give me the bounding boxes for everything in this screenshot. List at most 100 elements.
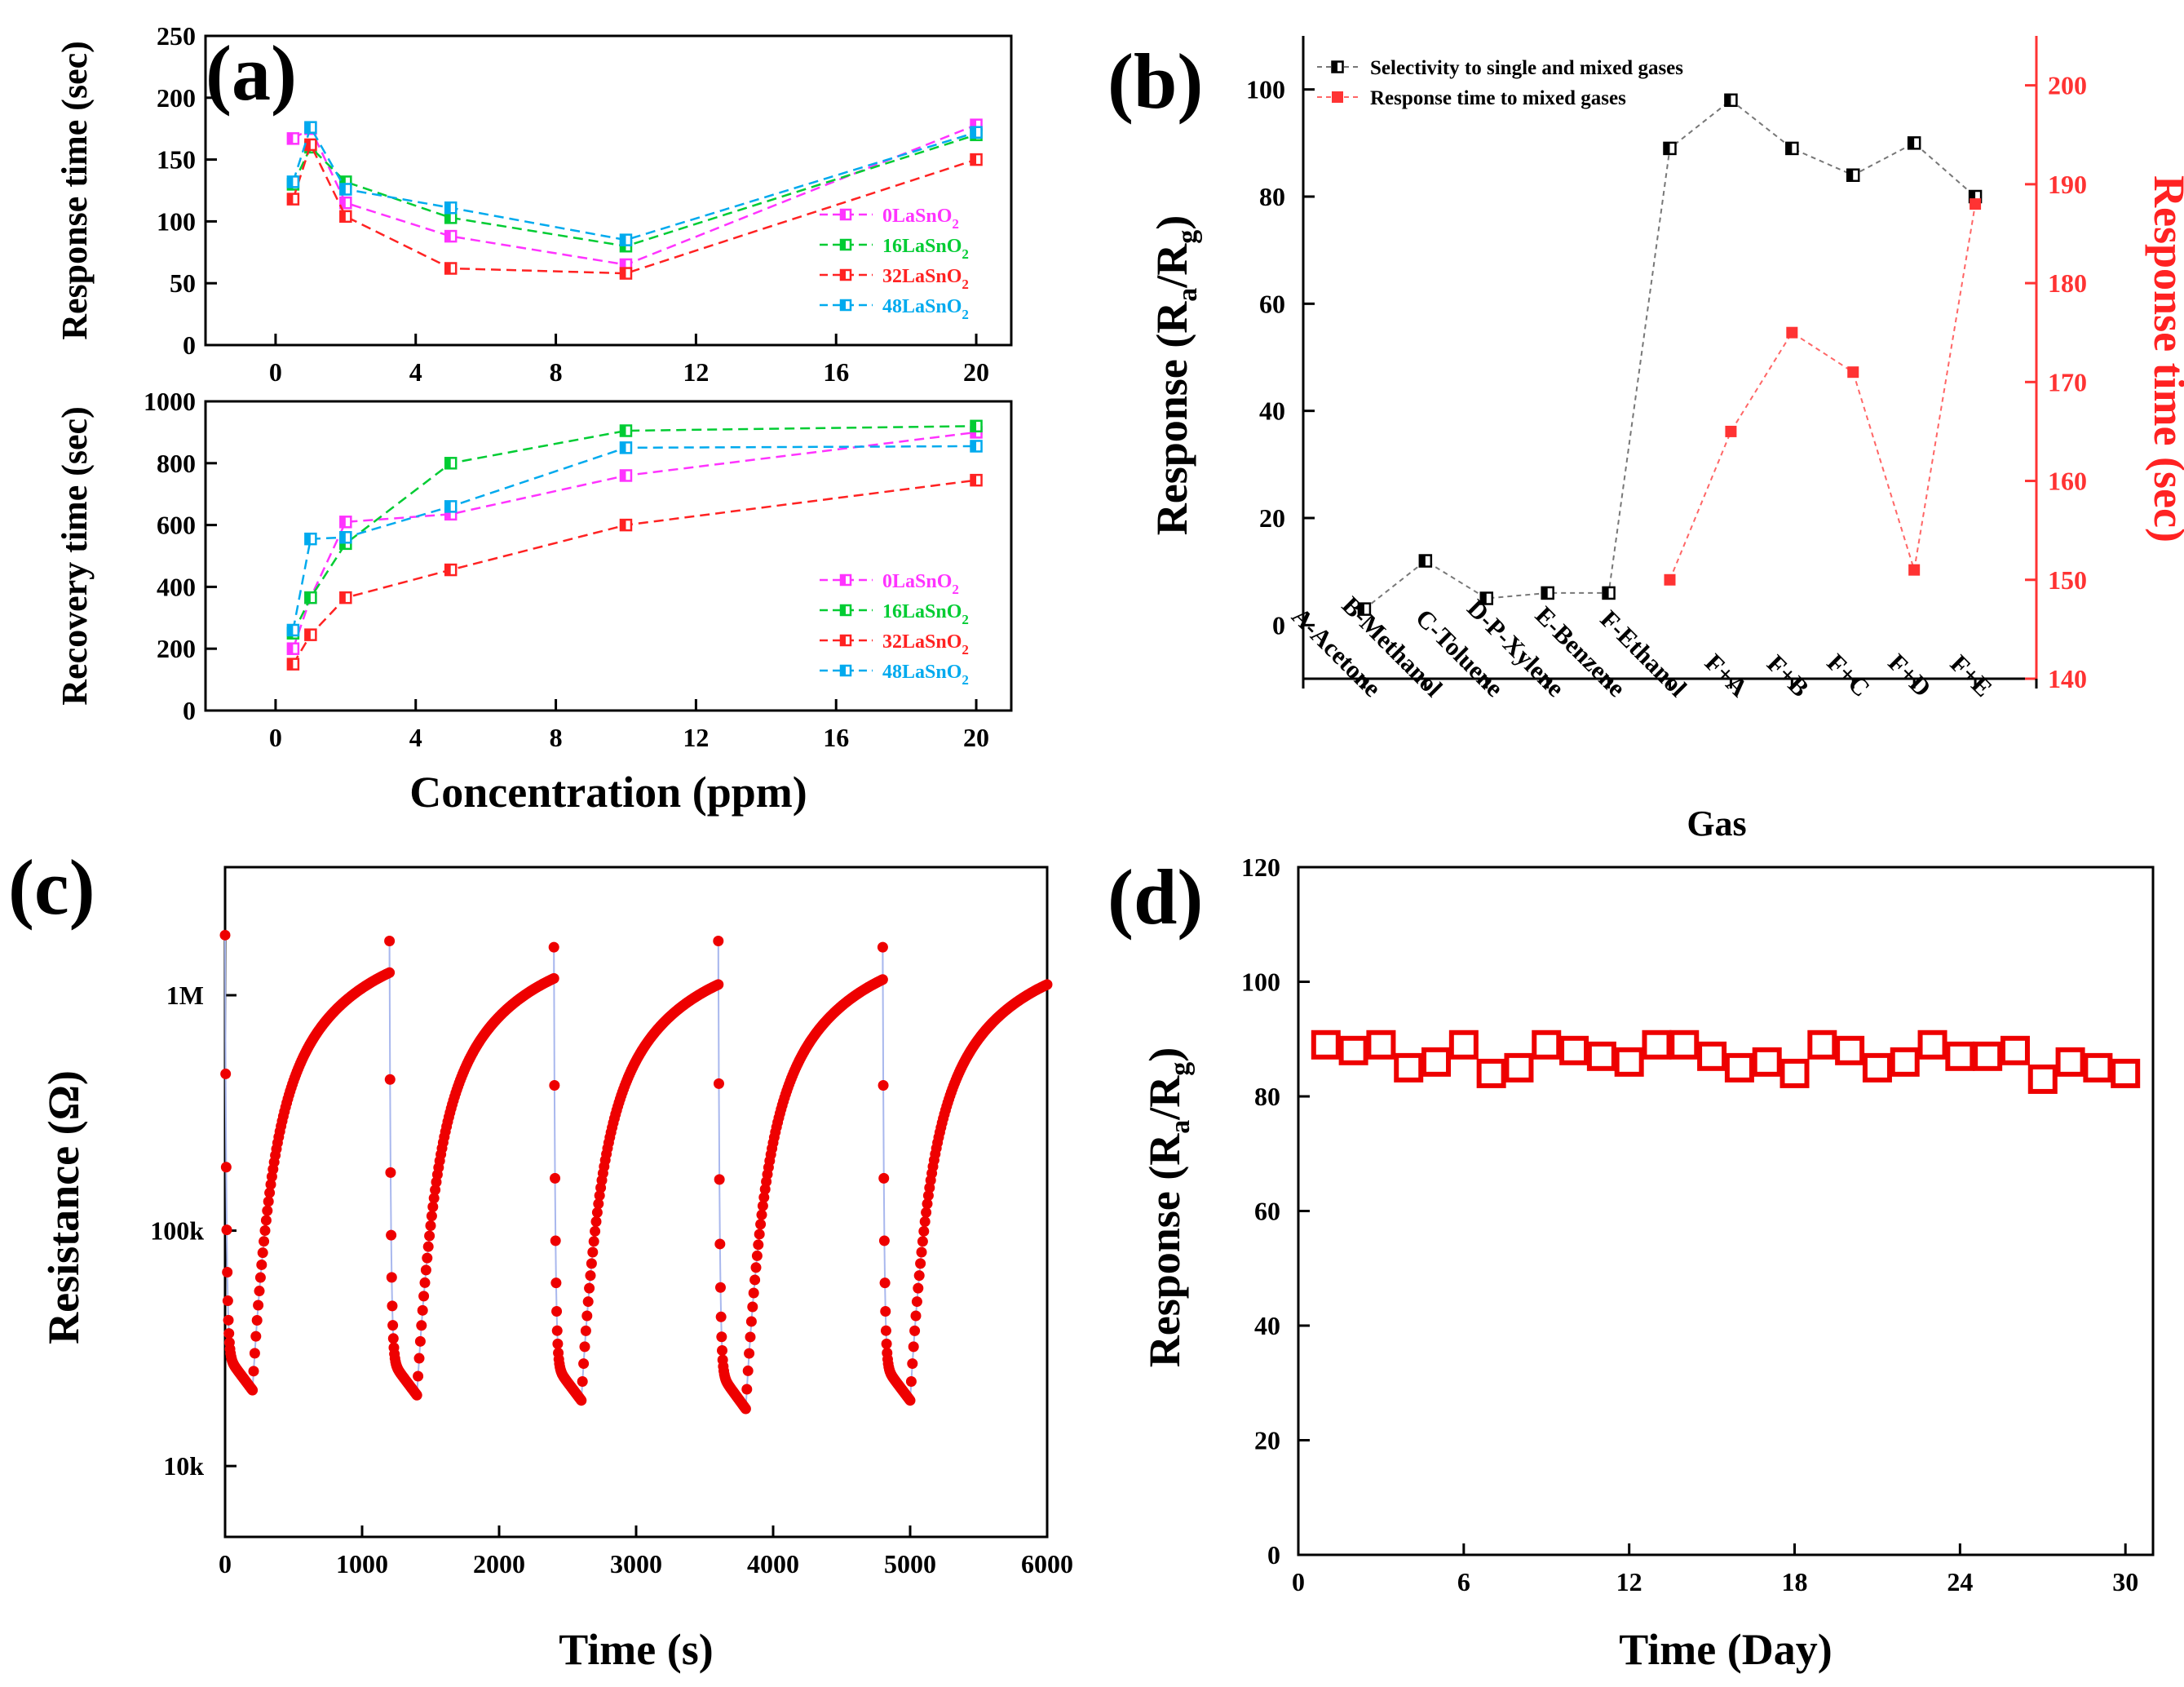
data-point (222, 1266, 233, 1277)
data-point (905, 1375, 917, 1387)
data-point (580, 1325, 591, 1336)
data-point (751, 1250, 763, 1261)
data-point (256, 1259, 267, 1270)
legend-marker-fill (841, 300, 846, 310)
data-point (384, 936, 396, 946)
y-tick-label: 0 (183, 330, 196, 360)
panel-label: (a) (206, 29, 297, 117)
series-line (1669, 203, 1977, 581)
data-point-fill (1908, 137, 1915, 149)
legend-label-subscript: 2 (962, 642, 969, 658)
data-point (1917, 1029, 1947, 1060)
data-point-fill (1358, 603, 1364, 615)
data-point-fill (620, 268, 626, 279)
y2-tick-label: 170 (2048, 367, 2087, 396)
data-point (879, 1277, 891, 1289)
data-point (748, 1287, 759, 1299)
y-tick-label: 100k (150, 1216, 204, 1246)
data-point (747, 1301, 758, 1313)
y-axis-title: Recovery time (sec) (55, 406, 95, 705)
data-point (221, 1224, 232, 1236)
data-point (1697, 1041, 1727, 1071)
y-axis-title-text: ) (1147, 215, 1196, 230)
legend-marker-fill (841, 210, 846, 219)
data-point (1973, 1041, 2003, 1071)
data-point (594, 1190, 605, 1202)
data-point (2000, 1035, 2030, 1065)
data-point (880, 1306, 891, 1317)
legend-label-text: 32LaSnO (882, 266, 962, 287)
legend-label-text: 32LaSnO (882, 631, 962, 653)
data-point-fill (970, 441, 977, 452)
data-point-fill (620, 520, 626, 531)
y-tick-label: 0 (1267, 1540, 1280, 1570)
data-point (223, 1328, 235, 1339)
data-point-fill (340, 516, 346, 528)
data-point (418, 1291, 430, 1302)
data-point (714, 1174, 725, 1185)
data-point (714, 1282, 726, 1293)
x-tick-label: 12 (683, 357, 709, 387)
data-point (387, 1333, 399, 1344)
y2-tick-label: 180 (2048, 268, 2087, 298)
legend-marker-fill (841, 635, 846, 645)
y-axis-title-subscript: g (1173, 230, 1203, 244)
data-point (263, 1196, 274, 1207)
legend-label-text: 16LaSnO (882, 601, 962, 622)
y-axis-title-subscript: a (1173, 288, 1203, 302)
data-point (413, 1370, 424, 1382)
data-point (740, 1403, 751, 1415)
y-tick-label: 200 (157, 634, 196, 663)
y-tick-label: 400 (157, 572, 196, 601)
y-tick-label: 40 (1254, 1311, 1280, 1340)
series-line (292, 142, 977, 275)
plot-frame (204, 34, 1013, 347)
legend-label-subscript: 2 (952, 582, 959, 597)
data-point (877, 974, 888, 985)
data-point (1908, 564, 1921, 576)
y-tick-label: 100 (1241, 967, 1280, 997)
data-point (1586, 1041, 1616, 1071)
legend-marker-fill (1332, 61, 1337, 73)
data-point (551, 1306, 563, 1317)
x-tick-label: 8 (550, 723, 563, 752)
data-point (910, 1310, 922, 1322)
y-tick-label: 200 (157, 83, 196, 113)
data-point (1807, 1029, 1837, 1060)
panel-label: (d) (1107, 853, 1203, 941)
data-point (254, 1286, 265, 1297)
y-tick-label: 0 (183, 696, 196, 725)
y-tick-label: 120 (1241, 852, 1280, 882)
data-point-fill (340, 592, 346, 604)
x-axis-title: Gas (1687, 804, 1746, 844)
y-tick-label: 60 (1254, 1197, 1280, 1226)
data-point (248, 1366, 259, 1377)
panel-label: (c) (8, 844, 95, 931)
legend-label: 32LaSnO2 (882, 266, 969, 292)
data-point (913, 1270, 925, 1282)
x-tick-label: 1000 (336, 1549, 388, 1579)
legend-label: Response time to mixed gases (1370, 87, 1626, 109)
data-point (758, 1192, 770, 1203)
data-point (1786, 326, 1798, 339)
data-point (2111, 1058, 2141, 1088)
data-point (584, 1282, 595, 1294)
x-axis-title: Time (s) (559, 1625, 713, 1674)
data-point (921, 1207, 932, 1218)
x-tick-label: 18 (1782, 1567, 1808, 1596)
data-point-fill (1970, 191, 1976, 202)
data-point (586, 1258, 597, 1269)
data-point-fill (970, 126, 977, 138)
legend-label: 32LaSnO2 (882, 631, 969, 658)
data-point (1890, 1047, 1920, 1077)
x-tick-label: 16 (823, 723, 849, 752)
data-point (419, 1277, 431, 1288)
y2-tick-label: 190 (2048, 170, 2087, 199)
y-axis-title-subscript: g (1165, 1062, 1196, 1076)
x-tick-label: 3000 (610, 1549, 662, 1579)
data-point (576, 1395, 587, 1406)
data-point (1970, 198, 1982, 210)
y-tick-label: 800 (157, 449, 196, 478)
data-point (1532, 1029, 1562, 1060)
